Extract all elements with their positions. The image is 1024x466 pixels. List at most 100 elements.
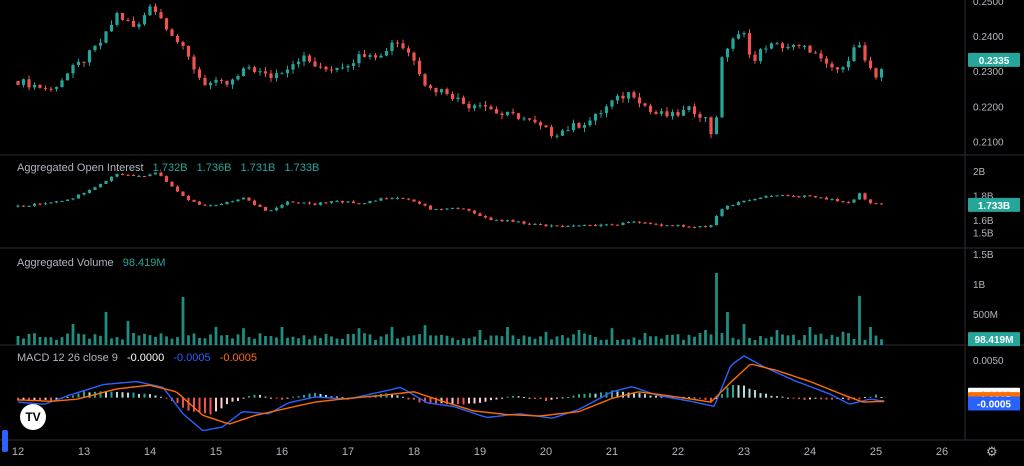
candle-body [186, 195, 191, 201]
macd-histogram-bar [116, 391, 118, 398]
candle-body [648, 222, 653, 224]
macd-histogram-bar [193, 397, 195, 412]
candle-body [698, 226, 702, 228]
volume-bar [154, 336, 157, 345]
macd-histogram-bar [396, 395, 399, 398]
volume-bar [324, 333, 328, 345]
macd-histogram-bar [545, 397, 547, 402]
candle-body [87, 189, 92, 193]
candle-body [351, 63, 356, 66]
time-axis-tick-label: 17 [342, 446, 354, 458]
candle-body [654, 111, 658, 114]
macd-histogram-bar [594, 393, 597, 398]
scroll-marker[interactable] [2, 430, 8, 452]
volume-pane-label: Aggregated Volume 98.419M [17, 257, 166, 269]
volume-bar [649, 336, 652, 345]
volume-bar [170, 338, 174, 345]
macd-histogram-bar [704, 397, 707, 400]
macd-histogram-bar [495, 397, 498, 400]
volume-bar [616, 339, 619, 345]
volume-bar [676, 334, 680, 345]
candle-body [769, 43, 774, 49]
candle-body [296, 202, 301, 204]
volume-bar [759, 335, 762, 345]
macd-histogram-bar [776, 396, 778, 398]
macd-histogram-bar [297, 396, 300, 398]
macd-histogram-bar [55, 397, 58, 401]
macd-histogram-bar [44, 397, 47, 400]
candle-body [401, 43, 405, 49]
macd-histogram-bar [715, 397, 718, 400]
time-axis-tick-label: 23 [738, 446, 750, 458]
macd-histogram-bar [17, 397, 19, 401]
candle-body [604, 224, 609, 226]
macd-histogram-bar [506, 396, 509, 398]
macd-histogram-bar [644, 394, 646, 398]
volume-bar [654, 336, 658, 345]
candle-body [32, 84, 37, 88]
volume-bar [869, 327, 872, 345]
candle-body [38, 84, 42, 88]
candle-body [593, 113, 598, 121]
volume-bar [737, 339, 740, 345]
candle-body [868, 199, 873, 204]
tradingview-logo-icon[interactable]: TV [20, 404, 46, 430]
candle-body [230, 201, 235, 203]
macd-histogram-bar [182, 397, 184, 408]
macd-histogram-bar [869, 396, 872, 398]
macd-histogram-bar [880, 397, 883, 399]
macd-histogram-bar [286, 397, 289, 399]
candle-body [692, 106, 697, 115]
candle-body [769, 195, 774, 197]
time-axis-tick-label: 20 [540, 446, 552, 458]
volume-bar [588, 334, 592, 345]
macd-histogram-bar [748, 388, 751, 398]
volume-bar [671, 334, 674, 345]
macd-histogram-bar [451, 397, 454, 404]
candle-body [71, 65, 75, 74]
candle-body [582, 224, 587, 226]
candle-body [65, 199, 70, 201]
candle-body [461, 97, 466, 104]
candle-body [714, 117, 719, 135]
oi-high-value: 1.736B [196, 162, 232, 174]
macd-histogram-bar [402, 396, 404, 398]
candle-body [527, 223, 532, 225]
volume-bar [599, 339, 603, 345]
macd-histogram-bar [473, 397, 476, 404]
volume-bar [247, 337, 251, 345]
candle-body [439, 208, 444, 210]
macd-histogram-bar [325, 394, 327, 398]
candle-body [736, 34, 741, 39]
candle-body [549, 225, 554, 227]
volume-bar [159, 333, 163, 345]
macd-histogram-bar [655, 395, 657, 398]
candle-body [175, 35, 180, 43]
candle-body [681, 224, 686, 227]
candle-body [467, 103, 471, 109]
time-axis-tick-label: 22 [672, 446, 684, 458]
volume-bar [566, 337, 570, 345]
candle-body [406, 198, 411, 200]
price-axis-tick-label: 500M [973, 310, 998, 321]
candle-body [670, 225, 675, 227]
candle-body [247, 67, 251, 69]
volume-bar [379, 336, 383, 345]
volume-bar [539, 336, 542, 345]
oi-open-value: 1.732B [152, 162, 188, 174]
macd-histogram-bar [39, 397, 41, 401]
volume-bar [77, 333, 80, 345]
macd-histogram-bar [534, 397, 536, 399]
volume-bar [819, 333, 823, 345]
gear-icon[interactable]: ⚙ [986, 444, 998, 459]
volume-bar [71, 324, 75, 345]
candle-body [742, 33, 746, 35]
macd-value-badge-label: -0.0005 [977, 400, 1011, 411]
macd-histogram-bar [688, 397, 690, 399]
volume-bar [627, 339, 630, 345]
candle-body [703, 226, 708, 228]
candle-body [21, 205, 26, 207]
candle-body [555, 135, 559, 137]
candle-body [373, 55, 378, 58]
